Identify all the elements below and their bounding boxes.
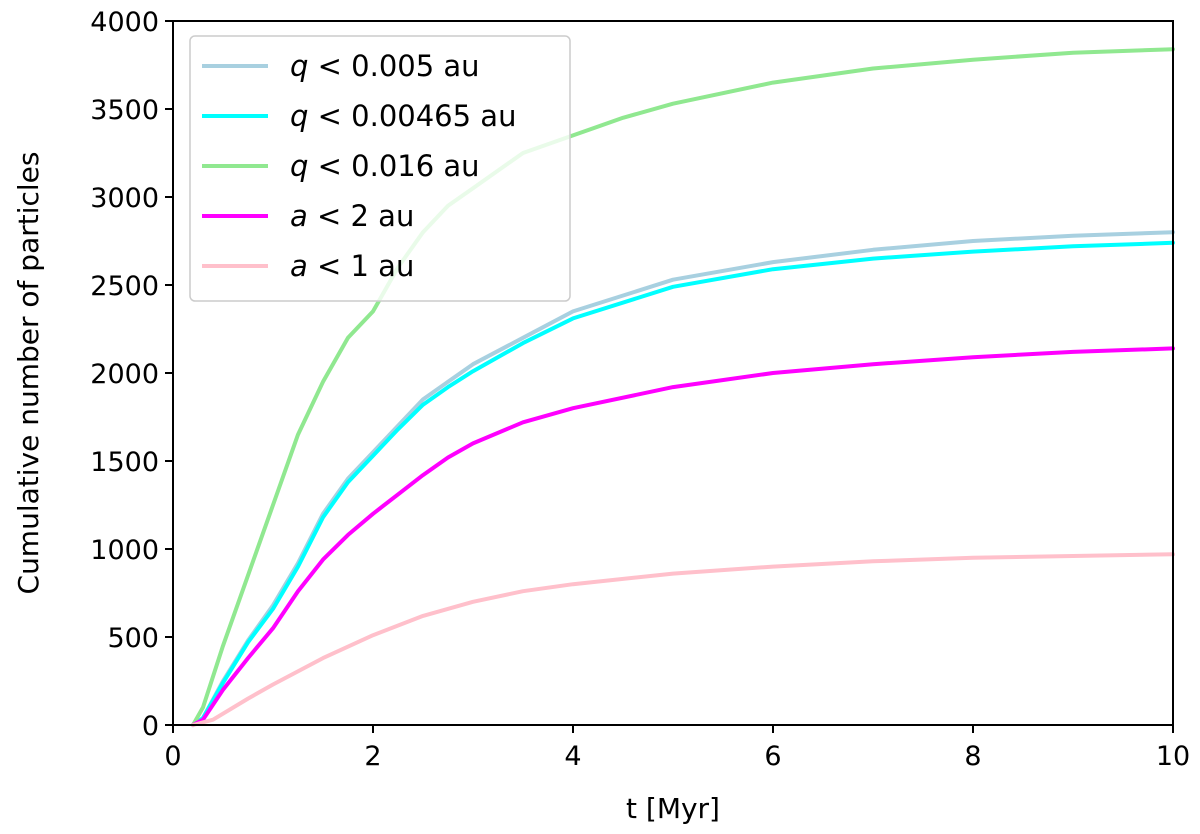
legend-variable: q (290, 149, 308, 183)
legend-label: q < 0.00465 au (290, 99, 516, 133)
y-tick-label: 1500 (90, 447, 159, 478)
y-tick-label: 2000 (90, 359, 159, 390)
legend-label: q < 0.016 au (290, 149, 480, 183)
legend: q < 0.005 auq < 0.00465 auq < 0.016 aua … (189, 35, 571, 302)
x-tick-label: 0 (164, 741, 181, 772)
y-tick-label: 3500 (90, 95, 159, 126)
y-tick-label: 1000 (90, 535, 159, 566)
y-axis-label: Cumulative number of particles (12, 152, 45, 595)
legend-variable: q (290, 49, 308, 83)
legend-variable: a (290, 199, 308, 233)
legend-condition: < 2 au (308, 199, 415, 233)
y-tick-label: 4000 (90, 7, 159, 38)
legend-label: a < 2 au (290, 199, 414, 233)
series-line-2 (191, 240, 1175, 727)
legend-condition: < 0.016 au (308, 149, 479, 183)
legend-variable: q (290, 99, 308, 133)
y-tick-label: 500 (107, 623, 159, 654)
series-line-5 (191, 552, 1175, 727)
x-tick-label: 6 (764, 741, 781, 772)
legend-label: a < 1 au (290, 249, 414, 283)
series-line-4 (191, 346, 1175, 727)
x-tick-label: 2 (364, 741, 381, 772)
legend-condition: < 1 au (308, 249, 415, 283)
x-axis-label: t [Myr] (626, 792, 720, 825)
y-tick-label: 0 (142, 711, 159, 742)
legend-box (189, 35, 571, 302)
legend-items: q < 0.005 auq < 0.00465 auq < 0.016 aua … (202, 49, 516, 283)
legend-condition: < 0.005 au (308, 49, 479, 83)
ticks-layer: 0 2 4 6 8 10 0 500 1000 1500 2000 2500 3000 3500 4000 (90, 7, 1190, 772)
legend-label: q < 0.005 au (290, 49, 480, 83)
y-tick-label: 2500 (90, 271, 159, 302)
legend-condition: < 0.00465 au (308, 99, 516, 133)
x-tick-label: 8 (964, 741, 981, 772)
legend-variable: a (290, 249, 308, 283)
x-tick-label: 10 (1156, 741, 1190, 772)
y-tick-label: 3000 (90, 183, 159, 214)
x-tick-label: 4 (564, 741, 581, 772)
